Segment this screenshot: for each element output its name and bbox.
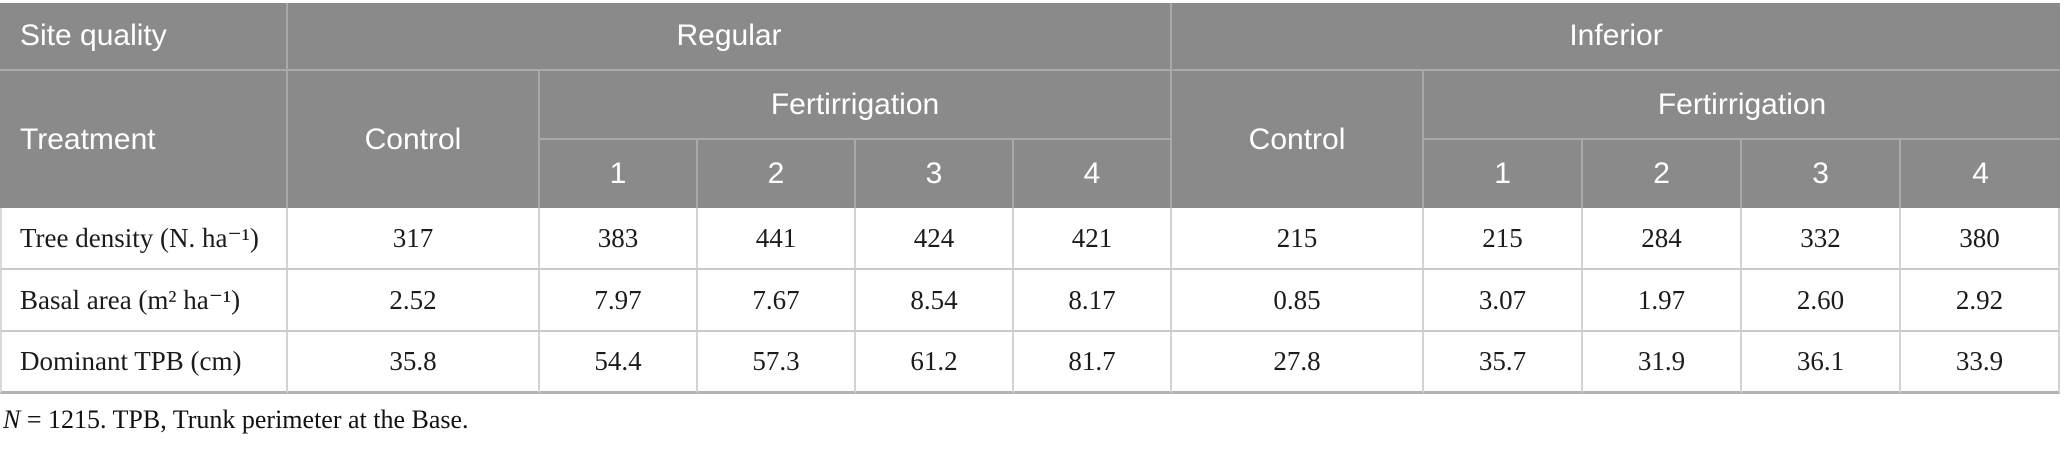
table-cell: 61.2 — [856, 332, 1014, 394]
header-cell-control-inferior: Control — [1172, 71, 1425, 208]
header-cell-regular-level-4: 4 — [1014, 140, 1173, 208]
table-cell: 35.7 — [1424, 332, 1584, 394]
table-cell: 54.4 — [540, 332, 698, 394]
header-cell-inferior-level-3: 3 — [1742, 140, 1902, 208]
header-row-fert-levels: 1 2 3 4 1 2 3 4 — [0, 140, 2061, 208]
row-label-basal-area: Basal area (m² ha⁻¹) — [0, 270, 288, 332]
table-cell: 0.85 — [1172, 270, 1425, 332]
header-cell-treatment: Treatment — [0, 71, 288, 208]
table-cell: 8.17 — [1014, 270, 1173, 332]
header-cell-fertirrigation-inferior: Fertirrigation — [1424, 71, 2061, 140]
table-cell: 284 — [1583, 208, 1743, 270]
table-cell: 424 — [856, 208, 1014, 270]
table-cell: 2.52 — [288, 270, 540, 332]
table-cell: 317 — [288, 208, 540, 270]
table-cell: 3.07 — [1424, 270, 1584, 332]
header-cell-inferior-level-2: 2 — [1583, 140, 1743, 208]
header-cell-regular-level-1: 1 — [540, 140, 698, 208]
footnote-n-symbol: N — [3, 405, 21, 434]
table-cell: 332 — [1742, 208, 1902, 270]
header-row-treatment: Treatment Control Fertirrigation Control… — [0, 71, 2061, 208]
table-cell: 81.7 — [1014, 332, 1173, 394]
table-cell: 31.9 — [1583, 332, 1743, 394]
header-cell-regular-level-3: 3 — [856, 140, 1014, 208]
table-cell: 380 — [1901, 208, 2061, 270]
table-cell: 421 — [1014, 208, 1173, 270]
table-cell: 27.8 — [1172, 332, 1425, 394]
table-cell: 36.1 — [1742, 332, 1902, 394]
table-row-dominant-tpb: Dominant TPB (cm) 35.8 54.4 57.3 61.2 81… — [0, 332, 2061, 394]
table-cell: 441 — [698, 208, 856, 270]
table-cell: 33.9 — [1901, 332, 2061, 394]
header-cell-control-regular: Control — [288, 71, 540, 208]
header-cell-site-quality: Site quality — [0, 3, 288, 71]
table-cell: 2.60 — [1742, 270, 1902, 332]
table-row-tree-density: Tree density (N. ha⁻¹) 317 383 441 424 4… — [0, 208, 2061, 270]
table-cell: 7.67 — [698, 270, 856, 332]
table-footnote: N = 1215. TPB, Trunk perimeter at the Ba… — [3, 405, 2068, 435]
table-cell: 383 — [540, 208, 698, 270]
table-cell: 8.54 — [856, 270, 1014, 332]
header-cell-group-inferior: Inferior — [1172, 3, 2061, 71]
header-cell-inferior-level-1: 1 — [1424, 140, 1584, 208]
header-cell-regular-level-2: 2 — [698, 140, 856, 208]
header-cell-inferior-level-4: 4 — [1901, 140, 2061, 208]
table-cell: 7.97 — [540, 270, 698, 332]
header-cell-fertirrigation-regular: Fertirrigation — [540, 71, 1173, 140]
footnote-text: = 1215. TPB, Trunk perimeter at the Base… — [20, 405, 469, 434]
table-cell: 35.8 — [288, 332, 540, 394]
table-cell: 215 — [1424, 208, 1584, 270]
site-quality-treatment-table: Site quality Regular Inferior Treatment … — [0, 3, 2061, 394]
table-cell: 1.97 — [1583, 270, 1743, 332]
row-label-tree-density: Tree density (N. ha⁻¹) — [0, 208, 288, 270]
row-label-dominant-tpb: Dominant TPB (cm) — [0, 332, 288, 394]
header-cell-group-regular: Regular — [288, 3, 1173, 71]
table-row-basal-area: Basal area (m² ha⁻¹) 2.52 7.97 7.67 8.54… — [0, 270, 2061, 332]
table-cell: 57.3 — [698, 332, 856, 394]
table-cell: 2.92 — [1901, 270, 2061, 332]
header-row-site-quality: Site quality Regular Inferior — [0, 3, 2061, 71]
table-cell: 215 — [1172, 208, 1425, 270]
